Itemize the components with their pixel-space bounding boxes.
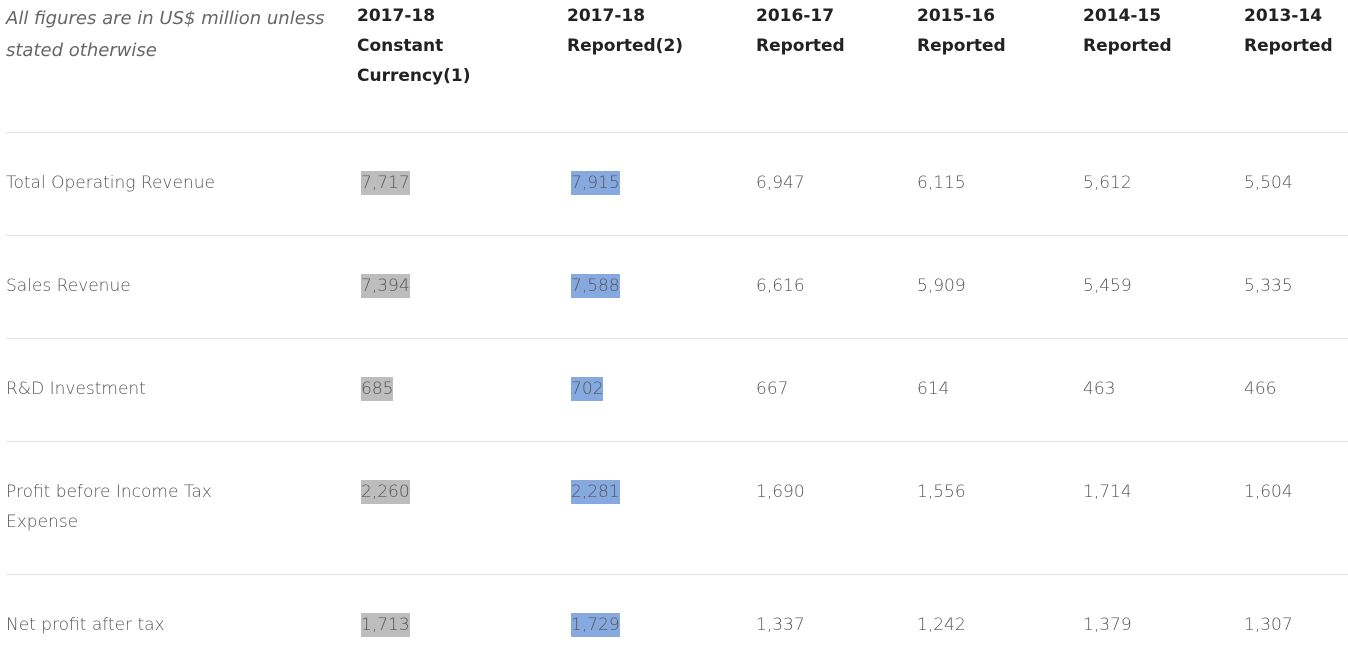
- value-highlight: 702: [571, 377, 604, 401]
- value-highlight: 7,588: [571, 274, 620, 298]
- table-cell: 5,612: [1083, 173, 1132, 193]
- column-header-2017-18-constant: 2017-18 Constant Currency(1): [357, 6, 471, 86]
- row-label-rd-investment: R&D Investment: [6, 379, 146, 399]
- table-cell: 1,337: [756, 615, 805, 635]
- row-label-profit-before-tax: Profit before Income Tax Expense: [6, 482, 212, 532]
- table-cell: 6,947: [756, 173, 805, 193]
- table-cell: 614: [917, 379, 950, 399]
- table-cell: 6,115: [917, 173, 966, 193]
- table-header: All figures are in US$ million unless st…: [0, 0, 1348, 132]
- table-cell: 1,714: [1083, 482, 1132, 502]
- value-highlight: 1,729: [571, 613, 620, 637]
- value-highlight: 7,394: [361, 274, 410, 298]
- row-label-sales-revenue: Sales Revenue: [6, 276, 131, 296]
- table-cell: 6,616: [756, 276, 805, 296]
- value-highlight: 2,260: [361, 480, 410, 504]
- cell-constant: 7,394: [361, 271, 410, 301]
- table-cell: 5,459: [1083, 276, 1132, 296]
- table-cell: 1,307: [1244, 615, 1293, 635]
- table-cell: 1,556: [917, 482, 966, 502]
- table-cell: 5,335: [1244, 276, 1293, 296]
- cell-constant: 2,260: [361, 477, 410, 507]
- table-cell: 1,379: [1083, 615, 1132, 635]
- table-cell: 5,504: [1244, 173, 1293, 193]
- column-header-2016-17: 2016-17 Reported: [756, 6, 845, 56]
- cell-reported: 1,729: [571, 610, 620, 640]
- value-highlight: 7,915: [571, 171, 620, 195]
- row-label-total-operating-revenue: Total Operating Revenue: [6, 173, 215, 193]
- row-divider: [6, 132, 1348, 133]
- table-cell: 466: [1244, 379, 1277, 399]
- units-note: All figures are in US$ million unless st…: [6, 8, 325, 61]
- table-cell: 1,690: [756, 482, 805, 502]
- column-header-2013-14: 2013-14 Reported: [1244, 6, 1333, 56]
- value-highlight: 2,281: [571, 480, 620, 504]
- cell-reported: 702: [571, 374, 604, 404]
- row-divider: [6, 338, 1348, 339]
- column-header-2017-18-reported: 2017-18 Reported(2): [567, 6, 684, 56]
- row-label-net-profit: Net profit after tax: [6, 615, 165, 635]
- row-divider: [6, 574, 1348, 575]
- cell-constant: 7,717: [361, 168, 410, 198]
- cell-reported: 7,588: [571, 271, 620, 301]
- table-cell: 463: [1083, 379, 1116, 399]
- cell-constant: 685: [361, 374, 394, 404]
- cell-reported: 2,281: [571, 477, 620, 507]
- column-header-2015-16: 2015-16 Reported: [917, 6, 1006, 56]
- column-header-2014-15: 2014-15 Reported: [1083, 6, 1172, 56]
- row-divider: [6, 441, 1348, 442]
- value-highlight: 1,713: [361, 613, 410, 637]
- table-cell: 1,242: [917, 615, 966, 635]
- value-highlight: 7,717: [361, 171, 410, 195]
- value-highlight: 685: [361, 377, 394, 401]
- row-divider: [6, 235, 1348, 236]
- table-cell: 5,909: [917, 276, 966, 296]
- table-cell: 1,604: [1244, 482, 1293, 502]
- cell-constant: 1,713: [361, 610, 410, 640]
- table-cell: 667: [756, 379, 789, 399]
- cell-reported: 7,915: [571, 168, 620, 198]
